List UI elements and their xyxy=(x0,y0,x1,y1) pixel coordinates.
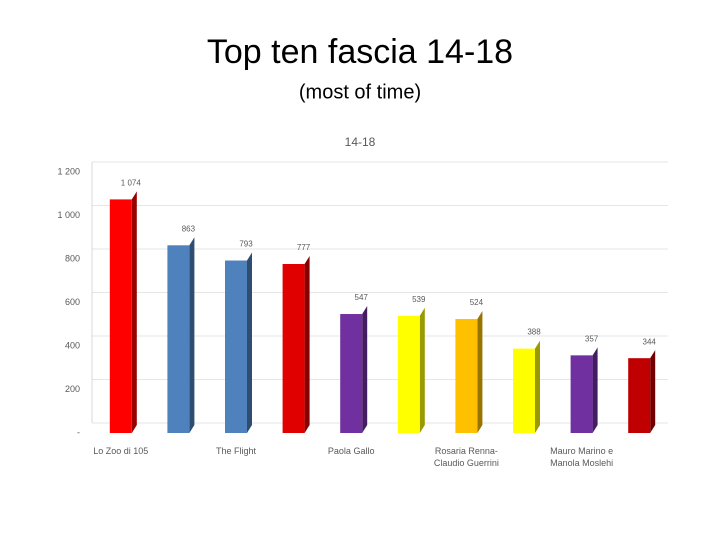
bar-side xyxy=(362,306,368,433)
bar-side xyxy=(131,191,137,433)
y-tick-label: 200 xyxy=(65,384,80,394)
bar xyxy=(628,358,651,433)
bar xyxy=(340,314,363,433)
data-label: 357 xyxy=(585,334,599,343)
x-tick-label: Lo Zoo di 105 xyxy=(93,446,149,456)
bar-side xyxy=(477,311,483,433)
slide-subtitle: (most of time) xyxy=(299,81,421,103)
bar xyxy=(282,264,305,433)
data-label: 344 xyxy=(643,337,657,346)
bar xyxy=(570,355,593,433)
x-tick-label: The Flight xyxy=(215,446,257,456)
data-label: 863 xyxy=(182,224,196,233)
bar-side xyxy=(535,340,540,433)
y-tick-label: 1 000 xyxy=(57,210,80,220)
x-tick-label: Mauro Marino e Manola Moslehi xyxy=(550,446,614,468)
y-tick-label: 600 xyxy=(65,297,80,307)
bar xyxy=(513,348,535,433)
bar-side xyxy=(189,237,195,433)
y-tick-label: 400 xyxy=(65,340,80,350)
bar xyxy=(225,260,247,433)
x-tick-label: Paola Gallo xyxy=(327,446,375,456)
bar xyxy=(455,319,478,433)
bar xyxy=(397,315,420,433)
bar xyxy=(109,199,132,433)
data-label: 793 xyxy=(239,240,253,249)
chart-title: 14-18 xyxy=(345,135,376,149)
data-label: 539 xyxy=(412,295,426,304)
bar-side xyxy=(304,256,310,433)
bar xyxy=(167,245,190,433)
data-label: 547 xyxy=(355,293,369,302)
y-tick-label: - xyxy=(77,427,80,437)
slide-title: Top ten fascia 14-18 xyxy=(207,33,513,71)
data-label: 1 074 xyxy=(121,179,142,188)
bar-side xyxy=(419,307,425,433)
x-tick-label: Rosaria Renna-Claudio Guerrini xyxy=(433,446,499,468)
y-tick-label: 1 200 xyxy=(57,166,80,176)
bar-side xyxy=(650,350,656,433)
data-label: 388 xyxy=(527,328,541,337)
bar-side xyxy=(247,252,252,433)
data-label: 777 xyxy=(297,243,311,252)
y-tick-label: 800 xyxy=(65,253,80,263)
bar-side xyxy=(592,347,598,433)
data-label: 524 xyxy=(470,298,484,307)
